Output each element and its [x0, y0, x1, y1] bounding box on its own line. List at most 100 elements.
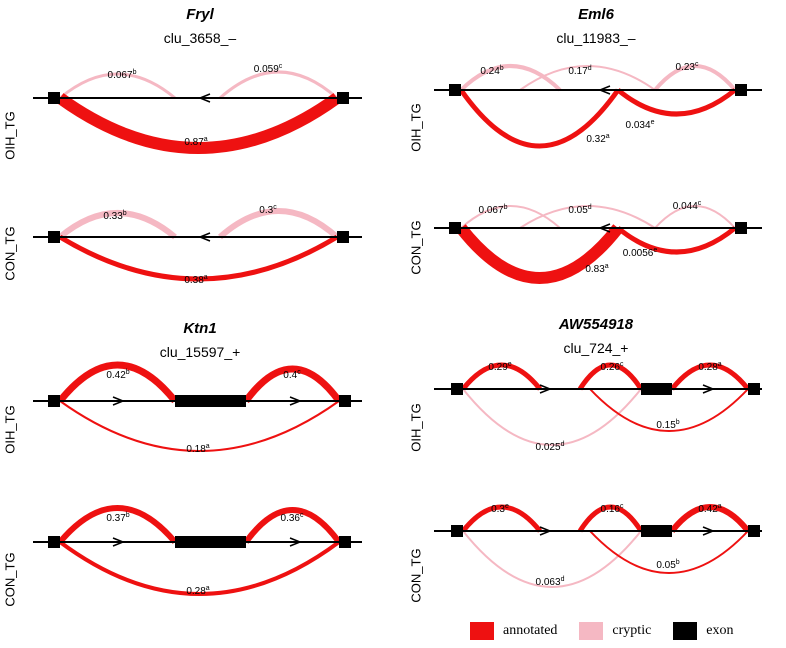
junction-label: 0.42b [106, 369, 129, 381]
legend-item-exon: exon [673, 622, 734, 640]
track-eml6-oih_tg: 0.24b 0.17d 0.23c 0.32a 0.034e [434, 61, 762, 149]
exon-block [449, 84, 461, 96]
strand-arrow-icon [112, 537, 126, 547]
junction-arc [460, 205, 561, 229]
junction-label-sup: d [588, 65, 592, 72]
exon-block [337, 92, 349, 104]
junction-label-sup: c [297, 369, 301, 376]
junction-arc [461, 504, 542, 533]
exon-block [48, 92, 60, 104]
exon-block [451, 525, 463, 537]
junction-label-sup: a [718, 503, 722, 510]
exon-block [735, 222, 747, 234]
junction-arc [57, 361, 178, 404]
junction-label-sup: e [505, 503, 509, 510]
junction-label: 0.33b [103, 210, 126, 222]
junction-label-sup: d [561, 441, 565, 448]
strand-arrow-icon [597, 85, 611, 95]
junction-label: 0.067b [108, 69, 137, 81]
junction-label: 0.28a [186, 585, 209, 597]
junction-arc [219, 70, 338, 100]
junction-label-sup: e [508, 361, 512, 368]
exon-block [748, 383, 760, 395]
junction-arc [577, 362, 644, 391]
cluster-label-eml6: clu_11983_– [556, 30, 636, 46]
junction-arc [57, 505, 178, 544]
junction-label-sup: c [300, 512, 304, 519]
junction-label: 0.24b [480, 65, 503, 77]
legend-swatch-exon [673, 622, 698, 640]
junction-label: 0.37b [106, 512, 129, 524]
junction-arc [654, 205, 736, 229]
junction-label-sup: b [504, 204, 508, 211]
junction-label-sup: c [698, 200, 702, 207]
junction-arc [616, 88, 737, 117]
junction-label: 0.4c [283, 369, 301, 381]
legend-item-annotated: annotated [470, 622, 557, 640]
junction-label-sup: a [206, 443, 210, 450]
legend-label-exon: exon [706, 623, 734, 638]
junction-label: 0.28a [698, 361, 721, 373]
junction-label: 0.067b [479, 204, 508, 216]
junction-label: 0.3c [259, 204, 277, 216]
junction-label-sup: a [605, 263, 609, 270]
junction-label: 0.0056e [623, 247, 658, 259]
strand-arrow-icon [702, 526, 716, 536]
track-ktn1-oih_tg: 0.42b 0.4c 0.18a [33, 361, 362, 455]
junction-label: 0.32a [586, 133, 609, 145]
junction-label-sup: a [206, 585, 210, 592]
junction-arc [589, 388, 749, 432]
exon-block [175, 536, 246, 548]
junction-label: 0.059c [254, 63, 283, 75]
junction-label-sup: c [279, 63, 283, 70]
junction-label: 0.16c [601, 503, 624, 515]
junction-arc [243, 365, 342, 404]
junction-arc [58, 540, 341, 596]
strand-arrow-icon [702, 384, 716, 394]
junction-label-sup: b [676, 559, 680, 566]
junction-label: 0.36c [281, 512, 304, 524]
junction-label-sup: b [676, 419, 680, 426]
strand-arrow-icon [289, 537, 303, 547]
strand-arrow-icon [539, 384, 553, 394]
junction-arc [653, 64, 737, 92]
junction-label: 0.23c [676, 61, 699, 73]
junction-label-sup: b [126, 512, 130, 519]
junction-arc [59, 400, 340, 452]
exon-block [175, 395, 246, 407]
junction-arc [669, 504, 751, 533]
junction-label: 0.83a [585, 263, 608, 275]
exon-block [337, 231, 349, 243]
junction-arc [243, 507, 342, 544]
exon-block [339, 536, 351, 548]
gene-title-ktn1: Ktn1 [183, 320, 217, 337]
exon-block [641, 383, 672, 395]
junction-label-sup: b [123, 210, 127, 217]
junction-label: 0.063d [536, 576, 565, 588]
junction-label: 0.87a [184, 136, 207, 148]
cluster-label-aw554918: clu_724_+ [563, 340, 629, 356]
junction-arc [458, 88, 621, 149]
strand-arrow-icon [539, 526, 553, 536]
junction-label-sup: b [500, 65, 504, 72]
junction-label: 0.17d [568, 65, 591, 77]
junction-label-sup: a [204, 136, 208, 143]
junction-label-sup: a [204, 274, 208, 281]
junction-label: 0.42a [698, 503, 721, 515]
exon-block [451, 383, 463, 395]
exon-block [449, 222, 461, 234]
exon-block [735, 84, 747, 96]
strand-arrow-icon [197, 93, 211, 103]
junction-arc [519, 205, 656, 229]
junction-arc [58, 234, 339, 282]
strand-arrow-icon [597, 223, 611, 233]
junction-arc [589, 530, 749, 574]
junction-label: 0.034e [626, 119, 655, 131]
junction-arc [462, 388, 642, 446]
junction-label-sup: e [651, 119, 655, 126]
junction-arc [459, 64, 562, 92]
junction-arc [218, 208, 339, 240]
gene-title-eml6: Eml6 [578, 6, 614, 23]
